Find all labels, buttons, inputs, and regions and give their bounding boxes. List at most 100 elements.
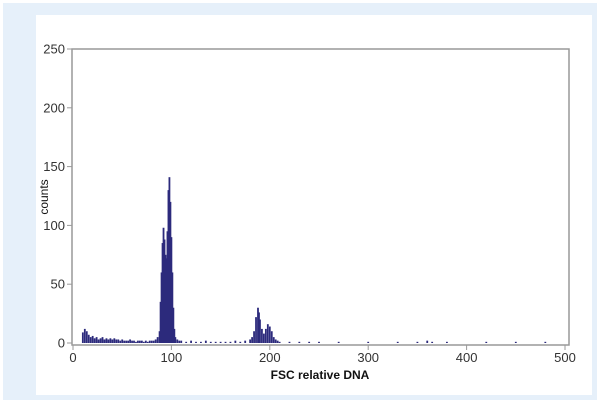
histogram-bar [276,340,279,343]
histogram-bar [161,243,164,343]
histogram-bar [278,341,281,343]
histogram-bar [431,341,434,343]
x-tick-label: 400 [456,350,478,365]
histogram-bar [125,340,128,343]
histogram-bar [107,339,110,343]
histogram-bar [146,341,149,343]
histogram-bar [200,341,202,343]
x-tick-label: 100 [161,350,183,365]
histogram-bar [142,341,145,343]
histogram-bar [115,339,118,343]
histogram-bar [99,338,102,343]
histogram-bar [150,340,153,343]
plot-card [36,15,592,395]
histogram-bar [85,331,88,343]
histogram-bar [337,341,340,343]
histogram-bar [169,201,172,343]
y-tick-label: 200 [43,100,65,115]
histogram-bar [426,340,429,343]
histogram-bar [127,340,129,343]
y-axis-title: counts [37,179,51,214]
y-axis-ticks: 0 50 100 150 200 250 [43,42,72,351]
histogram-bar [178,340,181,343]
plot-frame [71,48,570,346]
histogram-bar [514,341,517,343]
histogram-bar [234,340,237,343]
histogram-bar [93,338,96,343]
x-tick-label: 0 [69,350,76,365]
histogram-bar [219,341,222,343]
histogram-bar [244,340,247,343]
histogram-bar [204,340,207,343]
histogram-bar [140,340,143,343]
histogram-bar [119,340,122,343]
histogram-bar [174,337,177,343]
histogram-bar [91,335,94,343]
histogram-bar [264,328,267,343]
histogram-bar [135,341,137,343]
histogram-bar [367,341,370,343]
histogram-bar [87,334,90,343]
y-tick-label: 0 [58,336,65,351]
histogram-bar [164,254,167,343]
x-tick-label: 500 [554,350,576,365]
x-axis-title: FSC relative DNA [271,368,370,382]
histogram-bar [257,307,259,343]
histogram-bar [416,341,419,343]
histogram-bar [152,340,155,343]
histogram-bar [288,341,291,343]
histogram-bar [89,337,92,343]
histogram-bar [253,331,255,343]
histogram-bar [131,340,133,343]
histogram-bar [133,340,135,343]
histogram-bar [446,341,448,343]
histogram-bar [170,237,173,343]
histogram-bar [229,341,232,343]
histogram-bar [263,333,265,343]
histogram-bar [224,341,227,343]
histogram-bar [162,227,165,343]
histogram-bar [95,337,98,343]
histogram-bar [166,231,169,343]
histogram-bar [171,272,174,343]
histogram-bar [261,328,263,343]
y-tick-label: 150 [43,159,65,174]
histogram-bar [165,258,168,343]
histogram-bar [137,340,139,343]
histogram-bar [158,331,161,343]
histogram-bar [111,339,114,343]
histogram-bar [97,339,100,343]
histogram-bar [396,341,399,343]
histogram-bar [173,328,176,343]
histogram-bar [185,341,188,343]
histogram-bar [101,337,104,343]
histogram-bar [154,339,157,343]
histogram-bar [129,339,131,343]
histogram-bar [117,339,120,343]
histogram-bar [172,307,175,343]
histogram-bar [156,337,159,343]
histogram-bar [109,338,112,343]
histogram-bar [266,324,269,343]
histogram-bar [168,177,171,343]
histogram-bar [176,339,179,343]
histogram-bar [272,337,275,343]
histogram-bar [123,340,126,343]
histogram-bar [160,272,163,343]
histogram-bar [268,326,271,343]
histogram-bar [81,332,84,343]
histogram-bar [544,341,547,343]
histogram-bar [144,340,147,343]
histogram-bar [255,317,257,343]
x-tick-label: 300 [357,350,379,365]
histogram-bar [103,339,106,343]
y-tick-label: 100 [43,218,65,233]
histogram-bars [81,177,547,343]
histogram-bar [163,239,166,343]
histogram-bar [148,340,151,343]
histogram-bar [180,340,183,343]
histogram-bar [318,341,320,343]
histogram-bar [258,312,260,343]
histogram-bar [139,340,141,343]
histogram-bar [209,341,212,343]
